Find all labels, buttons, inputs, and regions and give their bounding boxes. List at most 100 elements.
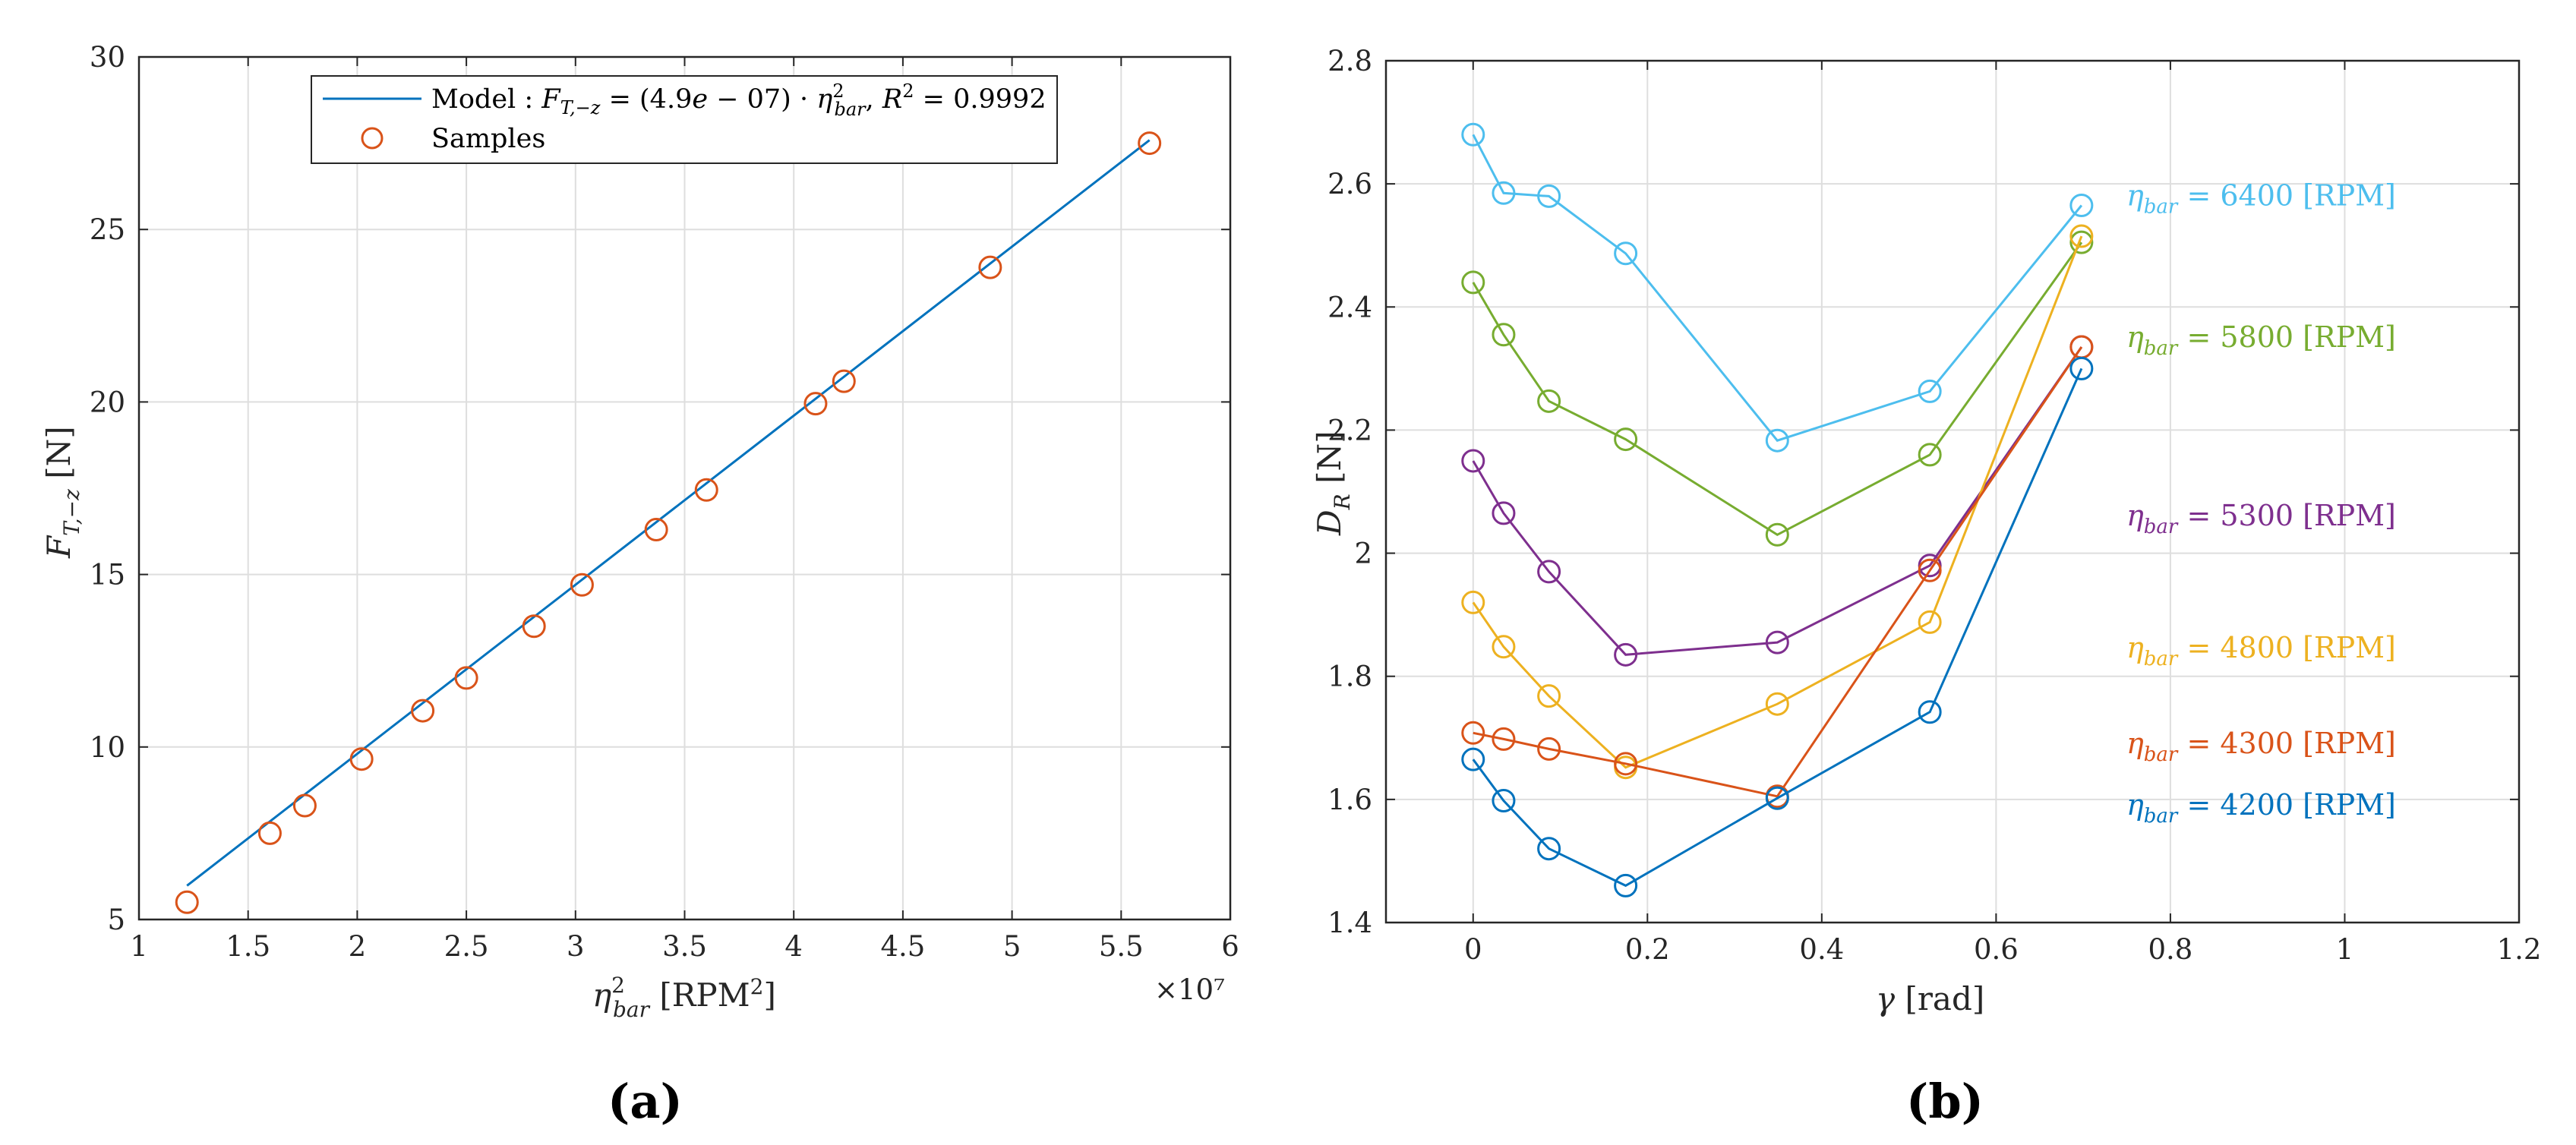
sample-point [349, 747, 374, 771]
x-tick-label: 0.6 [1974, 933, 2019, 966]
x-axis-label-a: η2 bar [RPM2] [592, 973, 776, 1022]
series-line [1472, 241, 2083, 537]
sample-point [570, 572, 594, 597]
ticks-b: 0 0.2 0.4 0.6 0.8 1 1.2 1.4 1.6 1.8 2 2.2 2.4 2.6 2.8 [1327, 45, 2541, 966]
series-point [1492, 788, 1516, 812]
series-line [1472, 367, 2083, 888]
y-tick-label: 30 [90, 41, 125, 74]
series-b [1461, 122, 2094, 897]
series-point [1461, 721, 1485, 745]
y-tick-label: 1.8 [1327, 661, 1372, 693]
legend-label-model: Model : FT,−z = (4.9e − 07) · η2 bar, R2 … [431, 80, 1046, 120]
x-tick-label: 0.2 [1625, 933, 1670, 966]
series-point [1537, 560, 1561, 584]
series-line [1473, 346, 2083, 798]
sample-point [257, 821, 282, 845]
chart-b: 0 0.2 0.4 0.6 0.8 1 1.21.41.61.822.22.42.62.8 … [1311, 45, 2541, 1129]
series-point [1537, 837, 1561, 861]
sample-point [978, 255, 1002, 279]
series-point [1614, 642, 1638, 667]
series-point [1492, 323, 1516, 347]
sample-point [522, 614, 546, 639]
series-point [1765, 522, 1789, 547]
grid-a [139, 57, 1230, 919]
series-label: ηbar = 4800 [RPM] [2126, 631, 2396, 670]
grid-b [1386, 61, 2519, 923]
series-point [1765, 428, 1789, 453]
ticks-a: 1 1.5 2 2.5 3 3.5 4 4.5 5 5.5 6 5 10 15 20 25 30 [90, 41, 1239, 963]
series-point [2069, 356, 2094, 380]
sample-point [803, 392, 828, 416]
legend-marker-samples [361, 127, 384, 150]
series-point [1614, 241, 1638, 266]
y-tick-label: 20 [90, 386, 125, 418]
sample-point [1138, 131, 1162, 156]
series-label: ηbar = 4200 [RPM] [2126, 788, 2396, 828]
series-point [1492, 181, 1516, 205]
series-point [1918, 443, 1942, 467]
series-point [1537, 184, 1561, 208]
series-point [1614, 752, 1638, 776]
series-point [1537, 737, 1561, 761]
series-point [1614, 873, 1638, 897]
x-tick-label: 2.5 [444, 930, 489, 963]
y-tick-label: 25 [90, 213, 125, 246]
x-tick-label: 1 [130, 930, 148, 963]
series-label: ηbar = 5300 [RPM] [2126, 499, 2396, 538]
series-point [1461, 270, 1485, 295]
series-point [1918, 610, 1942, 634]
model-fit-line [186, 139, 1151, 887]
y-tick-label: 1.6 [1327, 784, 1372, 816]
x-tick-label: 5 [1003, 930, 1021, 963]
series-point [1765, 786, 1789, 810]
series-point [1492, 727, 1516, 751]
series-point [1461, 590, 1485, 614]
y-tick-label: 2.4 [1327, 291, 1372, 323]
legend-box-a [311, 75, 1058, 164]
x-exponent-label-a: ×10⁷ [1154, 973, 1225, 1006]
sample-point [832, 369, 856, 393]
x-tick-label: 3 [567, 930, 585, 963]
series-labels-b: ηbar = 6400 [RPM] ηbar = 5800 [RPM] ηbar =… [2126, 178, 2396, 828]
series-point [1492, 635, 1516, 659]
series-a [175, 131, 1162, 914]
x-axis-label-b: γ [rad] [1876, 980, 1984, 1017]
plot-area-b [1386, 61, 2519, 923]
x-tick-label: 5.5 [1099, 930, 1144, 963]
panel-label-a: (a) [608, 1074, 683, 1129]
sample-point [411, 699, 435, 723]
y-tick-label: 2 [1354, 538, 1372, 570]
y-tick-label: 2.8 [1327, 45, 1372, 77]
axes-box-b [1384, 59, 2521, 924]
series-line [1472, 346, 2083, 656]
series-point [2069, 230, 2094, 254]
x-tick-label: 1.5 [226, 930, 270, 963]
series-line [1472, 235, 2083, 769]
series-point [1918, 558, 1942, 582]
y-tick-label: 5 [107, 904, 125, 936]
series-point [1614, 427, 1638, 452]
x-tick-label: 3.5 [662, 930, 707, 963]
legend-a: Model : FT,−z = (4.9e − 07) · η2 bar, R2 … [311, 75, 1058, 164]
chart-a: 1 1.5 2 2.5 3 3.5 4 4.5 5 5.5 6 5 10 15 20 25 30 ×10⁷ η2… [40, 41, 1239, 1129]
sample-point [644, 518, 668, 542]
x-tick-label: 1 [2336, 933, 2354, 966]
series-point [1765, 692, 1789, 716]
series-point [2069, 224, 2094, 248]
sample-point [694, 478, 718, 502]
series-label: ηbar = 4300 [RPM] [2126, 727, 2396, 766]
series-point [1765, 630, 1789, 655]
x-tick-label: 4 [784, 930, 803, 963]
y-axis-label-a: FT,−z [N] [40, 426, 84, 559]
series-point [1918, 379, 1942, 403]
x-tick-label: 4.5 [880, 930, 925, 963]
sample-point [292, 793, 317, 818]
legend-label-samples: Samples [431, 124, 545, 154]
series-point [1537, 684, 1561, 708]
x-tick-label: 1.2 [2497, 933, 2542, 966]
series-line [1472, 134, 2083, 442]
sample-point [175, 890, 199, 914]
y-tick-label: 2.6 [1327, 168, 1372, 200]
series-point [1461, 122, 1485, 147]
